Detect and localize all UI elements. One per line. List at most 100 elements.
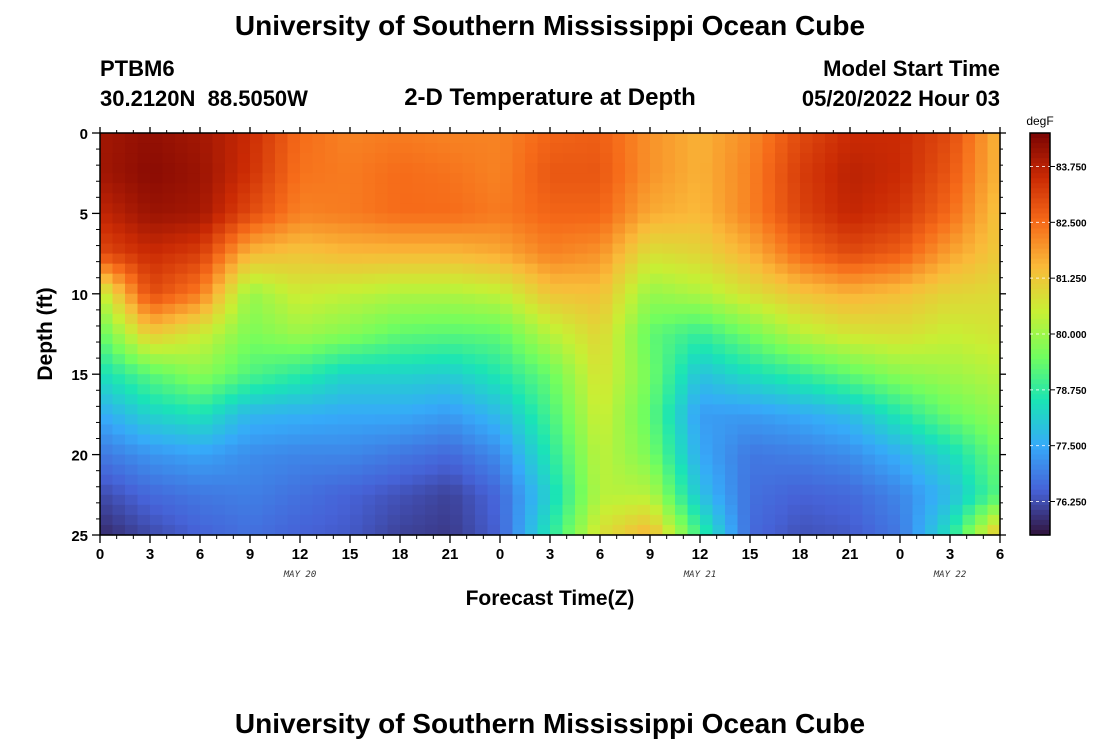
heatmap-cell — [675, 364, 689, 375]
heatmap-cell — [837, 354, 851, 365]
heatmap-cell — [437, 504, 451, 516]
heatmap-cell — [900, 404, 914, 415]
heatmap-cell — [925, 273, 939, 285]
heatmap-cell — [862, 484, 876, 496]
heatmap-cell — [225, 444, 239, 456]
heatmap-cell — [650, 283, 664, 295]
heatmap-cell — [587, 414, 601, 426]
colorbar-segment — [1030, 178, 1050, 184]
heatmap-cell — [562, 273, 576, 285]
heatmap-cell — [887, 203, 901, 214]
heatmap-cell — [987, 133, 1001, 144]
heatmap-cell — [912, 263, 926, 275]
colorbar-segment — [1030, 308, 1050, 315]
heatmap-cell — [275, 334, 289, 345]
heatmap-cell — [775, 504, 789, 516]
heatmap-cell — [475, 223, 489, 235]
heatmap-cell — [212, 143, 226, 154]
heatmap-cell — [400, 434, 414, 446]
heatmap-cell — [275, 524, 289, 536]
heatmap-cell — [500, 354, 514, 365]
heatmap-cell — [387, 143, 401, 154]
heatmap-cell — [637, 223, 651, 235]
heatmap-cell — [112, 374, 126, 385]
heatmap-cell — [400, 253, 414, 265]
heatmap-cell — [750, 404, 764, 415]
heatmap-cell — [312, 414, 326, 426]
heatmap-cell — [962, 283, 976, 295]
heatmap-cell — [400, 213, 414, 225]
heatmap-cell — [587, 243, 601, 255]
heatmap-cell — [525, 484, 539, 496]
heatmap-cell — [212, 474, 226, 486]
heatmap-cell — [650, 504, 664, 516]
heatmap-cell — [100, 243, 114, 255]
heatmap-cell — [675, 524, 689, 536]
heatmap-cell — [337, 484, 351, 496]
heatmap-cell — [387, 394, 401, 405]
heatmap-cell — [262, 303, 276, 315]
heatmap-cell — [387, 424, 401, 436]
heatmap-cell — [437, 394, 451, 405]
heatmap-cell — [125, 414, 139, 426]
heatmap-cell — [450, 484, 464, 496]
heatmap-cell — [850, 524, 864, 536]
heatmap-cell — [812, 424, 826, 436]
heatmap-cell — [887, 374, 901, 385]
heatmap-cell — [475, 494, 489, 506]
heatmap-cell — [575, 223, 589, 235]
heatmap-cell — [900, 203, 914, 214]
heatmap-cell — [937, 163, 951, 174]
heatmap-cell — [200, 233, 214, 245]
heatmap-cell — [912, 484, 926, 496]
heatmap-cell — [875, 143, 889, 154]
heatmap-cell — [812, 173, 826, 184]
heatmap-cell — [425, 193, 439, 204]
heatmap-cell — [137, 374, 151, 385]
heatmap-cell — [387, 474, 401, 486]
heatmap-cell — [487, 233, 501, 245]
heatmap-cell — [250, 474, 264, 486]
heatmap-cell — [350, 474, 364, 486]
heatmap-cell — [475, 203, 489, 214]
heatmap-cell — [850, 263, 864, 275]
heatmap-cell — [437, 133, 451, 144]
heatmap-cell — [887, 283, 901, 295]
heatmap-cell — [412, 484, 426, 496]
heatmap-cell — [675, 193, 689, 204]
heatmap-cell — [962, 193, 976, 204]
heatmap-cell — [600, 514, 614, 526]
heatmap-cell — [187, 494, 201, 506]
heatmap-cell — [812, 303, 826, 315]
heatmap-cell — [725, 213, 739, 225]
heatmap-cell — [137, 293, 151, 305]
colorbar-segment — [1030, 529, 1050, 536]
heatmap-cell — [825, 273, 839, 285]
heatmap-cell — [112, 153, 126, 164]
heatmap-cell — [862, 223, 876, 235]
heatmap-cell — [537, 263, 551, 275]
heatmap-cell — [450, 514, 464, 526]
heatmap-cell — [862, 153, 876, 164]
heatmap-cell — [312, 474, 326, 486]
colorbar-segment — [1030, 334, 1050, 340]
heatmap-cell — [412, 233, 426, 245]
heatmap-cell — [712, 263, 726, 275]
heatmap-cell — [275, 404, 289, 415]
heatmap-cell — [950, 273, 964, 285]
colorbar-segment — [1030, 268, 1050, 275]
heatmap-cell — [500, 434, 514, 446]
heatmap-cell — [425, 253, 439, 265]
heatmap-cell — [625, 434, 639, 446]
heatmap-cell — [425, 404, 439, 415]
heatmap-cell — [300, 263, 314, 275]
heatmap-cell — [237, 153, 251, 164]
colorbar-segment — [1030, 409, 1050, 416]
colorbar-segment — [1030, 168, 1050, 174]
heatmap-cell — [775, 253, 789, 265]
colorbar-segment — [1030, 474, 1050, 481]
heatmap-cell — [437, 374, 451, 385]
heatmap-cell — [312, 133, 326, 144]
heatmap-cell — [412, 434, 426, 446]
heatmap-cell — [137, 384, 151, 395]
